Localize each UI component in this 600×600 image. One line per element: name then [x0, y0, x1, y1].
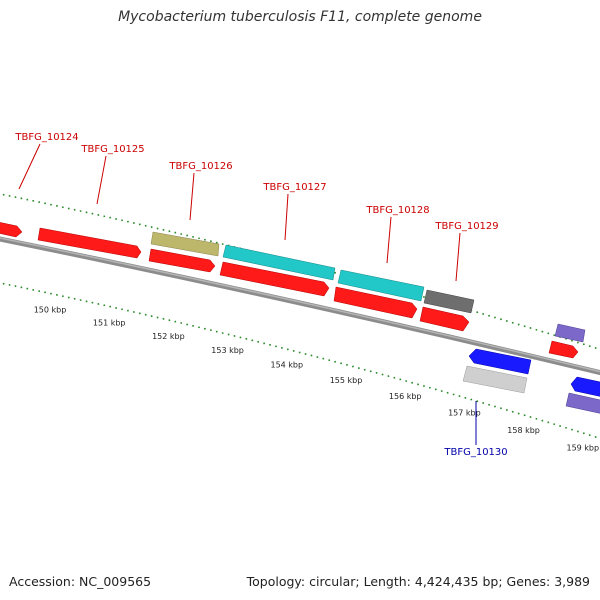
- accession-text: Accession: NC_009565: [9, 574, 152, 589]
- axis-tick-label: 152 kbp: [152, 332, 185, 341]
- cds-forward[interactable]: [148, 248, 216, 273]
- cds-reverse[interactable]: [468, 348, 532, 375]
- gene-block-purple[interactable]: [565, 392, 600, 414]
- forward-cds-ring: [37, 227, 579, 359]
- gene-label-leader-line: [386, 216, 392, 264]
- axis-tick-label: 154 kbp: [270, 361, 303, 370]
- cds-forward[interactable]: [219, 261, 330, 297]
- cds-reverse[interactable]: [570, 376, 600, 397]
- gene-block-darkgray[interactable]: [423, 289, 475, 314]
- axis-tick-label: 157 kbp: [448, 409, 481, 418]
- cds-forward[interactable]: [419, 306, 470, 332]
- gene-label[interactable]: TBFG_10130: [443, 447, 507, 458]
- axis-tick-label: 151 kbp: [93, 318, 126, 327]
- gene-block-red[interactable]: [0, 222, 23, 238]
- gene-label[interactable]: TBFG_10128: [365, 205, 429, 216]
- reverse-cds-ring: [468, 348, 600, 397]
- cds-forward[interactable]: [333, 286, 418, 319]
- gene-label[interactable]: TBFG_10127: [262, 182, 326, 193]
- axis-tick-label: 153 kbp: [211, 346, 244, 355]
- genome-summary-text: Topology: circular; Length: 4,424,435 bp…: [246, 574, 590, 589]
- gene-label[interactable]: TBFG_10129: [434, 221, 498, 232]
- gene-block-lightgray[interactable]: [462, 365, 528, 394]
- gene-block-cyan[interactable]: [222, 244, 336, 281]
- gene-label-leader-line: [284, 193, 289, 241]
- gene-label-leader-line: [455, 232, 461, 282]
- gene-label[interactable]: TBFG_10125: [80, 144, 144, 155]
- genome-backbone: [0, 236, 600, 376]
- genome-backbone-highlight: [0, 237, 600, 373]
- gene-block-cyan[interactable]: [337, 269, 425, 302]
- axis-ring: [2, 282, 597, 438]
- gene-block-olive[interactable]: [150, 231, 220, 257]
- gene-label[interactable]: TBFG_10124: [14, 132, 78, 143]
- cds-forward[interactable]: [548, 340, 579, 359]
- axis-tick-label: 155 kbp: [330, 376, 363, 385]
- axis-tick-label: 159 kbp: [566, 444, 599, 453]
- map-title: Mycobacterium tuberculosis F11, complete…: [118, 9, 482, 25]
- axis-tick-label: 150 kbp: [34, 305, 67, 314]
- outer-feature-ring: [0, 222, 586, 343]
- gene-label[interactable]: TBFG_10126: [168, 161, 232, 172]
- axis-tick-label: 158 kbp: [507, 426, 540, 435]
- gene-block-purple[interactable]: [554, 323, 586, 343]
- cds-forward[interactable]: [37, 227, 142, 259]
- axis-tick-label: 156 kbp: [389, 392, 422, 401]
- gene-label-leader-line: [18, 143, 41, 190]
- axis-tick-labels: 150 kbp 151 kbp 152 kbp 153 kbp 154 kbp 155 k…: [34, 305, 599, 452]
- gene-label-leader-line: [96, 155, 107, 205]
- reverse-feature-ring: [462, 365, 600, 414]
- gene-label-leader-line: [189, 172, 195, 221]
